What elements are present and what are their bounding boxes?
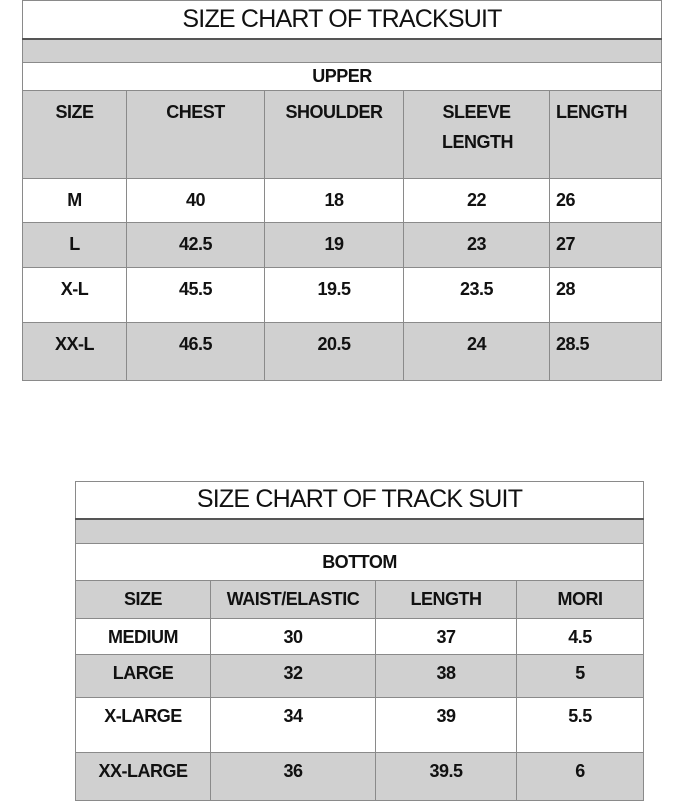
grey-spacer-row	[74, 518, 645, 544]
measurement-cell: 37	[375, 618, 517, 655]
measurement-cell: 39.5	[375, 752, 517, 801]
column-header: SIZE	[75, 580, 211, 619]
upper-chart-title: SIZE CHART OF TRACKSUIT	[22, 0, 662, 40]
table-row: X-L 45.5 19.5 23.5 28	[22, 267, 662, 323]
table-row: X-LARGE 34 39 5.5	[75, 697, 645, 753]
column-header: SHOULDER	[264, 90, 404, 179]
column-header: LENGTH	[375, 580, 517, 619]
bottom-section-label: BOTTOM	[74, 543, 645, 581]
header-row: SIZE CHEST SHOULDER SLEEVE LENGTH LENGTH	[22, 90, 662, 179]
upper-size-chart-table: SIZE CHART OF TRACKSUIT UPPER SIZE CHEST S…	[22, 0, 662, 381]
size-label-cell: XX-L	[22, 322, 127, 381]
measurement-cell: 4.5	[515, 618, 645, 655]
measurement-cell: 34	[210, 697, 376, 753]
table-row: XX-LARGE 36 39.5 6	[75, 752, 645, 801]
size-label-cell: XX-LARGE	[75, 752, 211, 801]
measurement-cell: 24	[403, 322, 550, 381]
table-row: LARGE 32 38 5	[75, 654, 645, 698]
column-header: MORI	[515, 580, 645, 619]
measurement-cell: 5.5	[515, 697, 645, 753]
column-header: WAIST/ELASTIC	[210, 580, 376, 619]
measurement-cell: 6	[515, 752, 645, 801]
measurement-cell: 46.5	[126, 322, 265, 381]
measurement-cell: 32	[210, 654, 376, 698]
measurement-cell: 5	[515, 654, 645, 698]
grey-spacer-row	[22, 38, 662, 63]
measurement-cell: 36	[210, 752, 376, 801]
table-row: M 40 18 22 26	[22, 178, 662, 223]
column-header: CHEST	[126, 90, 265, 179]
measurement-cell: 19	[264, 222, 404, 268]
measurement-cell: 23.5	[403, 267, 550, 323]
column-header: LENGTH	[549, 90, 662, 179]
column-header: SLEEVE LENGTH	[403, 90, 550, 179]
measurement-cell: 18	[264, 178, 404, 223]
measurement-cell: 26	[549, 178, 662, 223]
measurement-cell: 40	[126, 178, 265, 223]
upper-section-label: UPPER	[22, 62, 662, 91]
measurement-cell: 28.5	[549, 322, 662, 381]
table-row: MEDIUM 30 37 4.5	[75, 618, 645, 655]
measurement-cell: 30	[210, 618, 376, 655]
measurement-cell: 22	[403, 178, 550, 223]
measurement-cell: 28	[549, 267, 662, 323]
measurement-cell: 20.5	[264, 322, 404, 381]
table-row: XX-L 46.5 20.5 24 28.5	[22, 322, 662, 381]
header-row: SIZE WAIST/ELASTIC LENGTH MORI	[75, 580, 645, 619]
bottom-chart-title: SIZE CHART OF TRACK SUIT	[74, 481, 645, 520]
size-label-cell: L	[22, 222, 127, 268]
size-label-cell: X-L	[22, 267, 127, 323]
column-header: SIZE	[22, 90, 127, 179]
size-label-cell: LARGE	[75, 654, 211, 698]
measurement-cell: 19.5	[264, 267, 404, 323]
size-label-cell: X-LARGE	[75, 697, 211, 753]
measurement-cell: 38	[375, 654, 517, 698]
bottom-size-chart-table: SIZE CHART OF TRACK SUIT BOTTOM SIZE WAIS…	[74, 481, 645, 801]
measurement-cell: 39	[375, 697, 517, 753]
measurement-cell: 45.5	[126, 267, 265, 323]
table-row: L 42.5 19 23 27	[22, 222, 662, 268]
size-label-cell: MEDIUM	[75, 618, 211, 655]
measurement-cell: 27	[549, 222, 662, 268]
size-label-cell: M	[22, 178, 127, 223]
measurement-cell: 42.5	[126, 222, 265, 268]
measurement-cell: 23	[403, 222, 550, 268]
